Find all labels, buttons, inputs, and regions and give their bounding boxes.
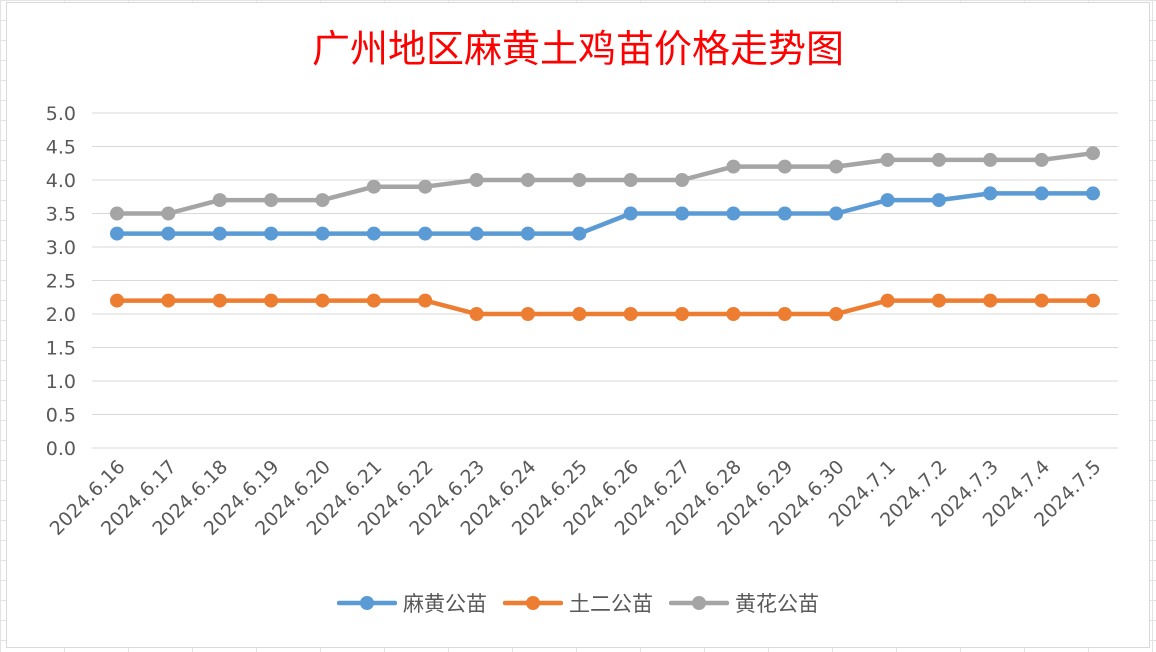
y-axis-tick-labels: 0.0 0.5 1.0 1.5 2.0 2.5 3.0 3.5 4.0 4.5 5.0	[46, 103, 76, 460]
data-point	[931, 293, 946, 308]
data-point	[777, 206, 792, 221]
y-tick-label: 3.5	[46, 204, 76, 226]
data-point	[315, 193, 330, 208]
data-point	[366, 293, 381, 308]
y-tick-label: 4.5	[46, 137, 76, 159]
legend-marker	[526, 596, 540, 610]
data-point	[110, 293, 124, 308]
y-tick-label: 2.5	[46, 271, 76, 293]
data-point	[418, 226, 433, 241]
data-point	[675, 206, 690, 221]
data-point	[264, 193, 279, 208]
series-line	[114, 191, 1096, 236]
data-point	[212, 293, 227, 308]
data-point	[623, 307, 638, 321]
y-tick-label: 4.0	[46, 170, 76, 192]
data-point	[726, 159, 741, 174]
legend-swatch	[503, 596, 563, 610]
data-point	[1086, 146, 1100, 161]
data-point	[418, 179, 433, 194]
data-point	[829, 206, 844, 221]
series-line	[114, 150, 1096, 216]
data-point	[520, 307, 535, 321]
legend-item: 土二公苗	[503, 588, 653, 618]
y-tick-label: 1.0	[46, 371, 76, 393]
data-point	[366, 226, 381, 241]
data-point	[161, 226, 176, 241]
y-tick-label: 0.0	[46, 438, 76, 460]
data-point	[161, 206, 176, 221]
data-point	[572, 226, 587, 241]
data-point	[983, 186, 998, 201]
legend-label: 黄花公苗	[735, 592, 819, 616]
gridlines	[92, 112, 1118, 449]
data-point	[212, 226, 227, 241]
data-point	[726, 307, 741, 321]
data-point	[1034, 152, 1049, 167]
legend-marker	[360, 596, 374, 610]
data-point	[520, 226, 535, 241]
data-point	[520, 173, 535, 187]
data-point	[212, 193, 227, 208]
data-point	[726, 206, 741, 221]
y-tick-label: 5.0	[46, 103, 76, 125]
data-point	[829, 307, 844, 321]
data-point	[931, 193, 946, 208]
y-tick-label: 2.0	[46, 304, 76, 326]
data-point	[983, 152, 998, 167]
data-point	[829, 159, 844, 174]
data-point	[777, 159, 792, 174]
series-1	[110, 186, 1100, 241]
legend-swatch	[669, 596, 729, 610]
data-point	[161, 293, 176, 308]
legend-label: 土二公苗	[569, 592, 653, 616]
data-point	[572, 173, 587, 187]
legend-marker	[692, 596, 706, 610]
legend-item: 麻黄公苗	[337, 588, 487, 618]
data-point	[623, 206, 638, 221]
data-point	[983, 293, 998, 308]
legend-swatch	[337, 596, 397, 610]
data-point	[264, 293, 279, 308]
data-point	[931, 152, 946, 167]
data-point	[110, 206, 124, 221]
data-point	[880, 152, 895, 167]
y-tick-label: 0.5	[46, 405, 76, 427]
x-axis-tick-labels: 2024.6.162024.6.172024.6.182024.6.192024…	[46, 456, 1106, 540]
data-point	[1034, 186, 1049, 201]
data-point	[469, 226, 484, 241]
data-point	[880, 193, 895, 208]
data-point	[418, 293, 433, 308]
series-3	[110, 146, 1100, 221]
legend-label: 麻黄公苗	[403, 592, 487, 616]
chart-legend: 麻黄公苗 土二公苗 黄花公苗	[0, 588, 1156, 618]
y-tick-label: 1.5	[46, 338, 76, 360]
data-point	[1086, 186, 1100, 201]
data-point	[110, 226, 124, 241]
data-point	[315, 293, 330, 308]
chart-area[interactable]: 广州地区麻黄土鸡苗价格走势图	[6, 2, 1150, 648]
chart-title: 广州地区麻黄土鸡苗价格走势图	[311, 27, 844, 71]
data-point	[777, 307, 792, 321]
data-point	[366, 179, 381, 194]
data-point	[675, 173, 690, 187]
data-point	[880, 293, 895, 308]
data-point	[623, 173, 638, 187]
data-point	[1034, 293, 1049, 308]
data-point	[469, 307, 484, 321]
legend-item: 黄花公苗	[669, 588, 819, 618]
series-2	[110, 293, 1100, 321]
data-point	[315, 226, 330, 241]
data-point	[675, 307, 690, 321]
data-point	[572, 307, 587, 321]
data-point	[469, 173, 484, 187]
data-point	[1086, 293, 1100, 308]
series-line	[114, 298, 1096, 317]
y-tick-label: 3.0	[46, 237, 76, 259]
data-point	[264, 226, 279, 241]
